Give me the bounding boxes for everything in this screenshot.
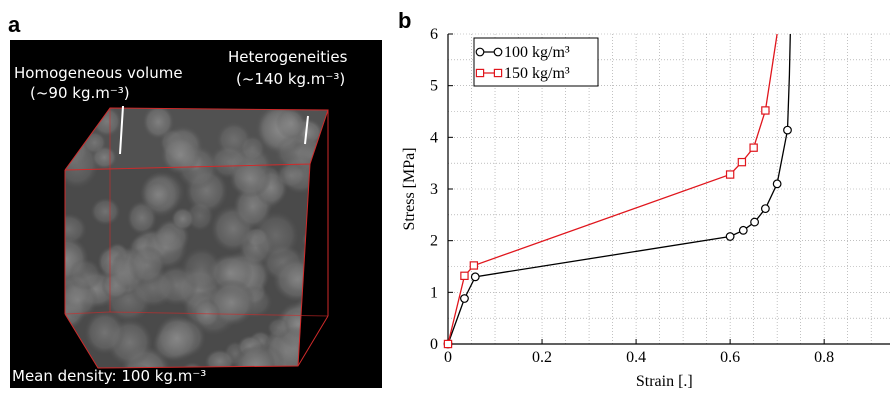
foam-cell bbox=[68, 258, 102, 291]
y-tick-label: 3 bbox=[430, 181, 438, 198]
data-point bbox=[761, 106, 770, 115]
panel-a-letter: a bbox=[8, 12, 21, 37]
foam-cell bbox=[101, 255, 139, 292]
data-point bbox=[469, 261, 479, 270]
legend-label: 100 kg/m³ bbox=[504, 44, 570, 61]
legend-item: 100 kg/m³ bbox=[475, 44, 570, 61]
heterogeneities-label-line2: (~140 kg.m⁻³) bbox=[236, 70, 345, 88]
x-tick-label: 0.4 bbox=[626, 349, 646, 366]
volume-bounding-box bbox=[64, 107, 329, 369]
foam-cell bbox=[239, 135, 266, 162]
homogeneous-label-line2: (~90 kg.m⁻³) bbox=[30, 84, 130, 102]
data-point bbox=[783, 125, 792, 135]
foam-cell bbox=[154, 314, 199, 362]
legend-marker bbox=[475, 68, 485, 78]
foam-cell bbox=[229, 159, 272, 198]
data-point bbox=[749, 143, 758, 152]
foam-cell bbox=[90, 197, 121, 226]
legend-item: 150 kg/m³ bbox=[475, 65, 570, 82]
data-point bbox=[737, 157, 747, 167]
foam-cell bbox=[275, 108, 307, 139]
foam-cell bbox=[180, 247, 223, 291]
data-point bbox=[725, 170, 735, 179]
x-tick-label: 0 bbox=[444, 349, 452, 366]
legend-marker bbox=[475, 47, 485, 57]
foam-cell bbox=[252, 211, 299, 260]
mean-density-label: Mean density: 100 kg.m⁻³ bbox=[12, 367, 206, 385]
series-2 bbox=[443, 33, 778, 349]
y-tick-label: 5 bbox=[430, 78, 438, 95]
foam-cell bbox=[65, 213, 87, 246]
data-point bbox=[443, 339, 453, 349]
chart-tick-labels: 0 0.2 0.4 0.6 0.8 0 1 2 3 4 5 6 bbox=[430, 26, 834, 366]
legend-label: 150 kg/m³ bbox=[504, 65, 570, 82]
data-point bbox=[470, 272, 480, 282]
panel-b-letter: b bbox=[398, 8, 412, 33]
data-point bbox=[760, 204, 770, 214]
y-tick-label: 1 bbox=[430, 284, 438, 301]
data-point bbox=[460, 294, 469, 303]
foam-cell bbox=[65, 280, 99, 319]
foam-cell bbox=[171, 207, 195, 231]
data-point bbox=[460, 271, 469, 281]
foam-cell bbox=[274, 134, 318, 171]
homogeneous-pointer bbox=[119, 105, 124, 155]
y-tick-label: 2 bbox=[430, 233, 438, 250]
chart-series bbox=[443, 33, 792, 349]
legend-marker bbox=[493, 68, 503, 78]
heterogeneities-label-line1: Heterogeneities bbox=[228, 48, 348, 66]
heterogeneities-pointer bbox=[304, 115, 309, 145]
data-point bbox=[738, 225, 748, 235]
foam-cell bbox=[275, 162, 307, 189]
series-1 bbox=[443, 33, 792, 349]
homogeneous-label-line1: Homogeneous volume bbox=[14, 64, 183, 82]
y-axis-label: Stress [MPa] bbox=[401, 147, 418, 230]
data-point bbox=[750, 217, 759, 227]
stress-strain-chart-panel: 0 0.2 0.4 0.6 0.8 0 1 2 3 4 5 6 Strain [.] Stress [… bbox=[392, 0, 896, 390]
foam-cell bbox=[142, 108, 175, 140]
x-tick-label: 0.2 bbox=[532, 349, 552, 366]
foam-cell bbox=[84, 310, 126, 355]
foam-cell bbox=[231, 346, 277, 368]
volume-rendering-panel: Homogeneous volume (~90 kg.m⁻³) Heteroge… bbox=[10, 40, 382, 388]
y-tick-label: 0 bbox=[430, 336, 438, 353]
chart-axes bbox=[447, 33, 890, 345]
x-tick-label: 0.8 bbox=[814, 349, 834, 366]
foam-cell bbox=[160, 135, 200, 175]
foam-cell bbox=[143, 180, 172, 209]
chart-legend: 100 kg/m³ 150 kg/m³ bbox=[473, 37, 599, 87]
data-point bbox=[772, 179, 782, 189]
y-tick-label: 4 bbox=[430, 129, 438, 146]
legend-box bbox=[473, 37, 599, 87]
stress-strain-chart: 0 0.2 0.4 0.6 0.8 0 1 2 3 4 5 6 Strain [.] Stress [… bbox=[401, 26, 890, 390]
volume-rendering: Homogeneous volume (~90 kg.m⁻³) Heteroge… bbox=[10, 40, 382, 388]
y-tick-label: 6 bbox=[430, 26, 438, 43]
x-axis-label: Strain [.] bbox=[636, 373, 693, 390]
x-tick-label: 0.6 bbox=[720, 349, 740, 366]
legend-marker bbox=[493, 47, 503, 57]
data-point bbox=[725, 232, 735, 241]
